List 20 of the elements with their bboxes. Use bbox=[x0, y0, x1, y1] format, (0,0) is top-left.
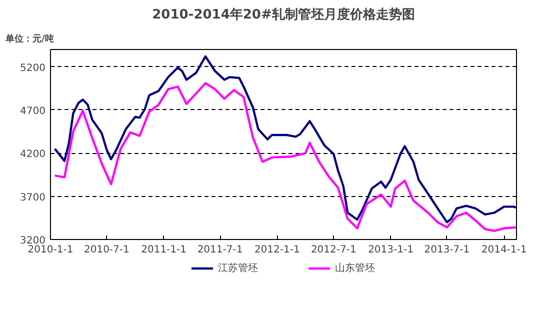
x-tick-label: 2013-7-1 bbox=[424, 244, 470, 256]
legend-label: 江苏管坯 bbox=[218, 262, 258, 275]
y-tick-label: 3700 bbox=[20, 192, 46, 204]
text: 单位：元/吨 bbox=[4, 34, 54, 44]
x-tick-label: 2012-7-1 bbox=[310, 244, 356, 256]
line-series bbox=[54, 55, 516, 224]
chart-title: 2010-2014年20#轧制管坯月度价格走势图 bbox=[152, 6, 415, 22]
x-tick-label: 2010-7-1 bbox=[84, 244, 130, 256]
line-series bbox=[54, 82, 516, 232]
legend-label: 山东管坯 bbox=[335, 262, 375, 275]
y-tick-label: 3200 bbox=[20, 236, 46, 246]
y-tick-label: 4700 bbox=[20, 106, 46, 117]
x-tick-label: 2011-7-1 bbox=[197, 244, 243, 256]
x-tick-label: 2012-1-1 bbox=[254, 244, 300, 256]
y-tick-label: 5200 bbox=[20, 62, 46, 74]
x-tick-label: 2010-1-1 bbox=[28, 244, 74, 256]
y-tick-label: 4200 bbox=[20, 149, 46, 160]
x-tick-label: 2013-1-1 bbox=[368, 244, 414, 256]
x-tick-label: 2014-1-1 bbox=[481, 244, 527, 256]
x-tick-label: 2011-1-1 bbox=[141, 244, 187, 256]
